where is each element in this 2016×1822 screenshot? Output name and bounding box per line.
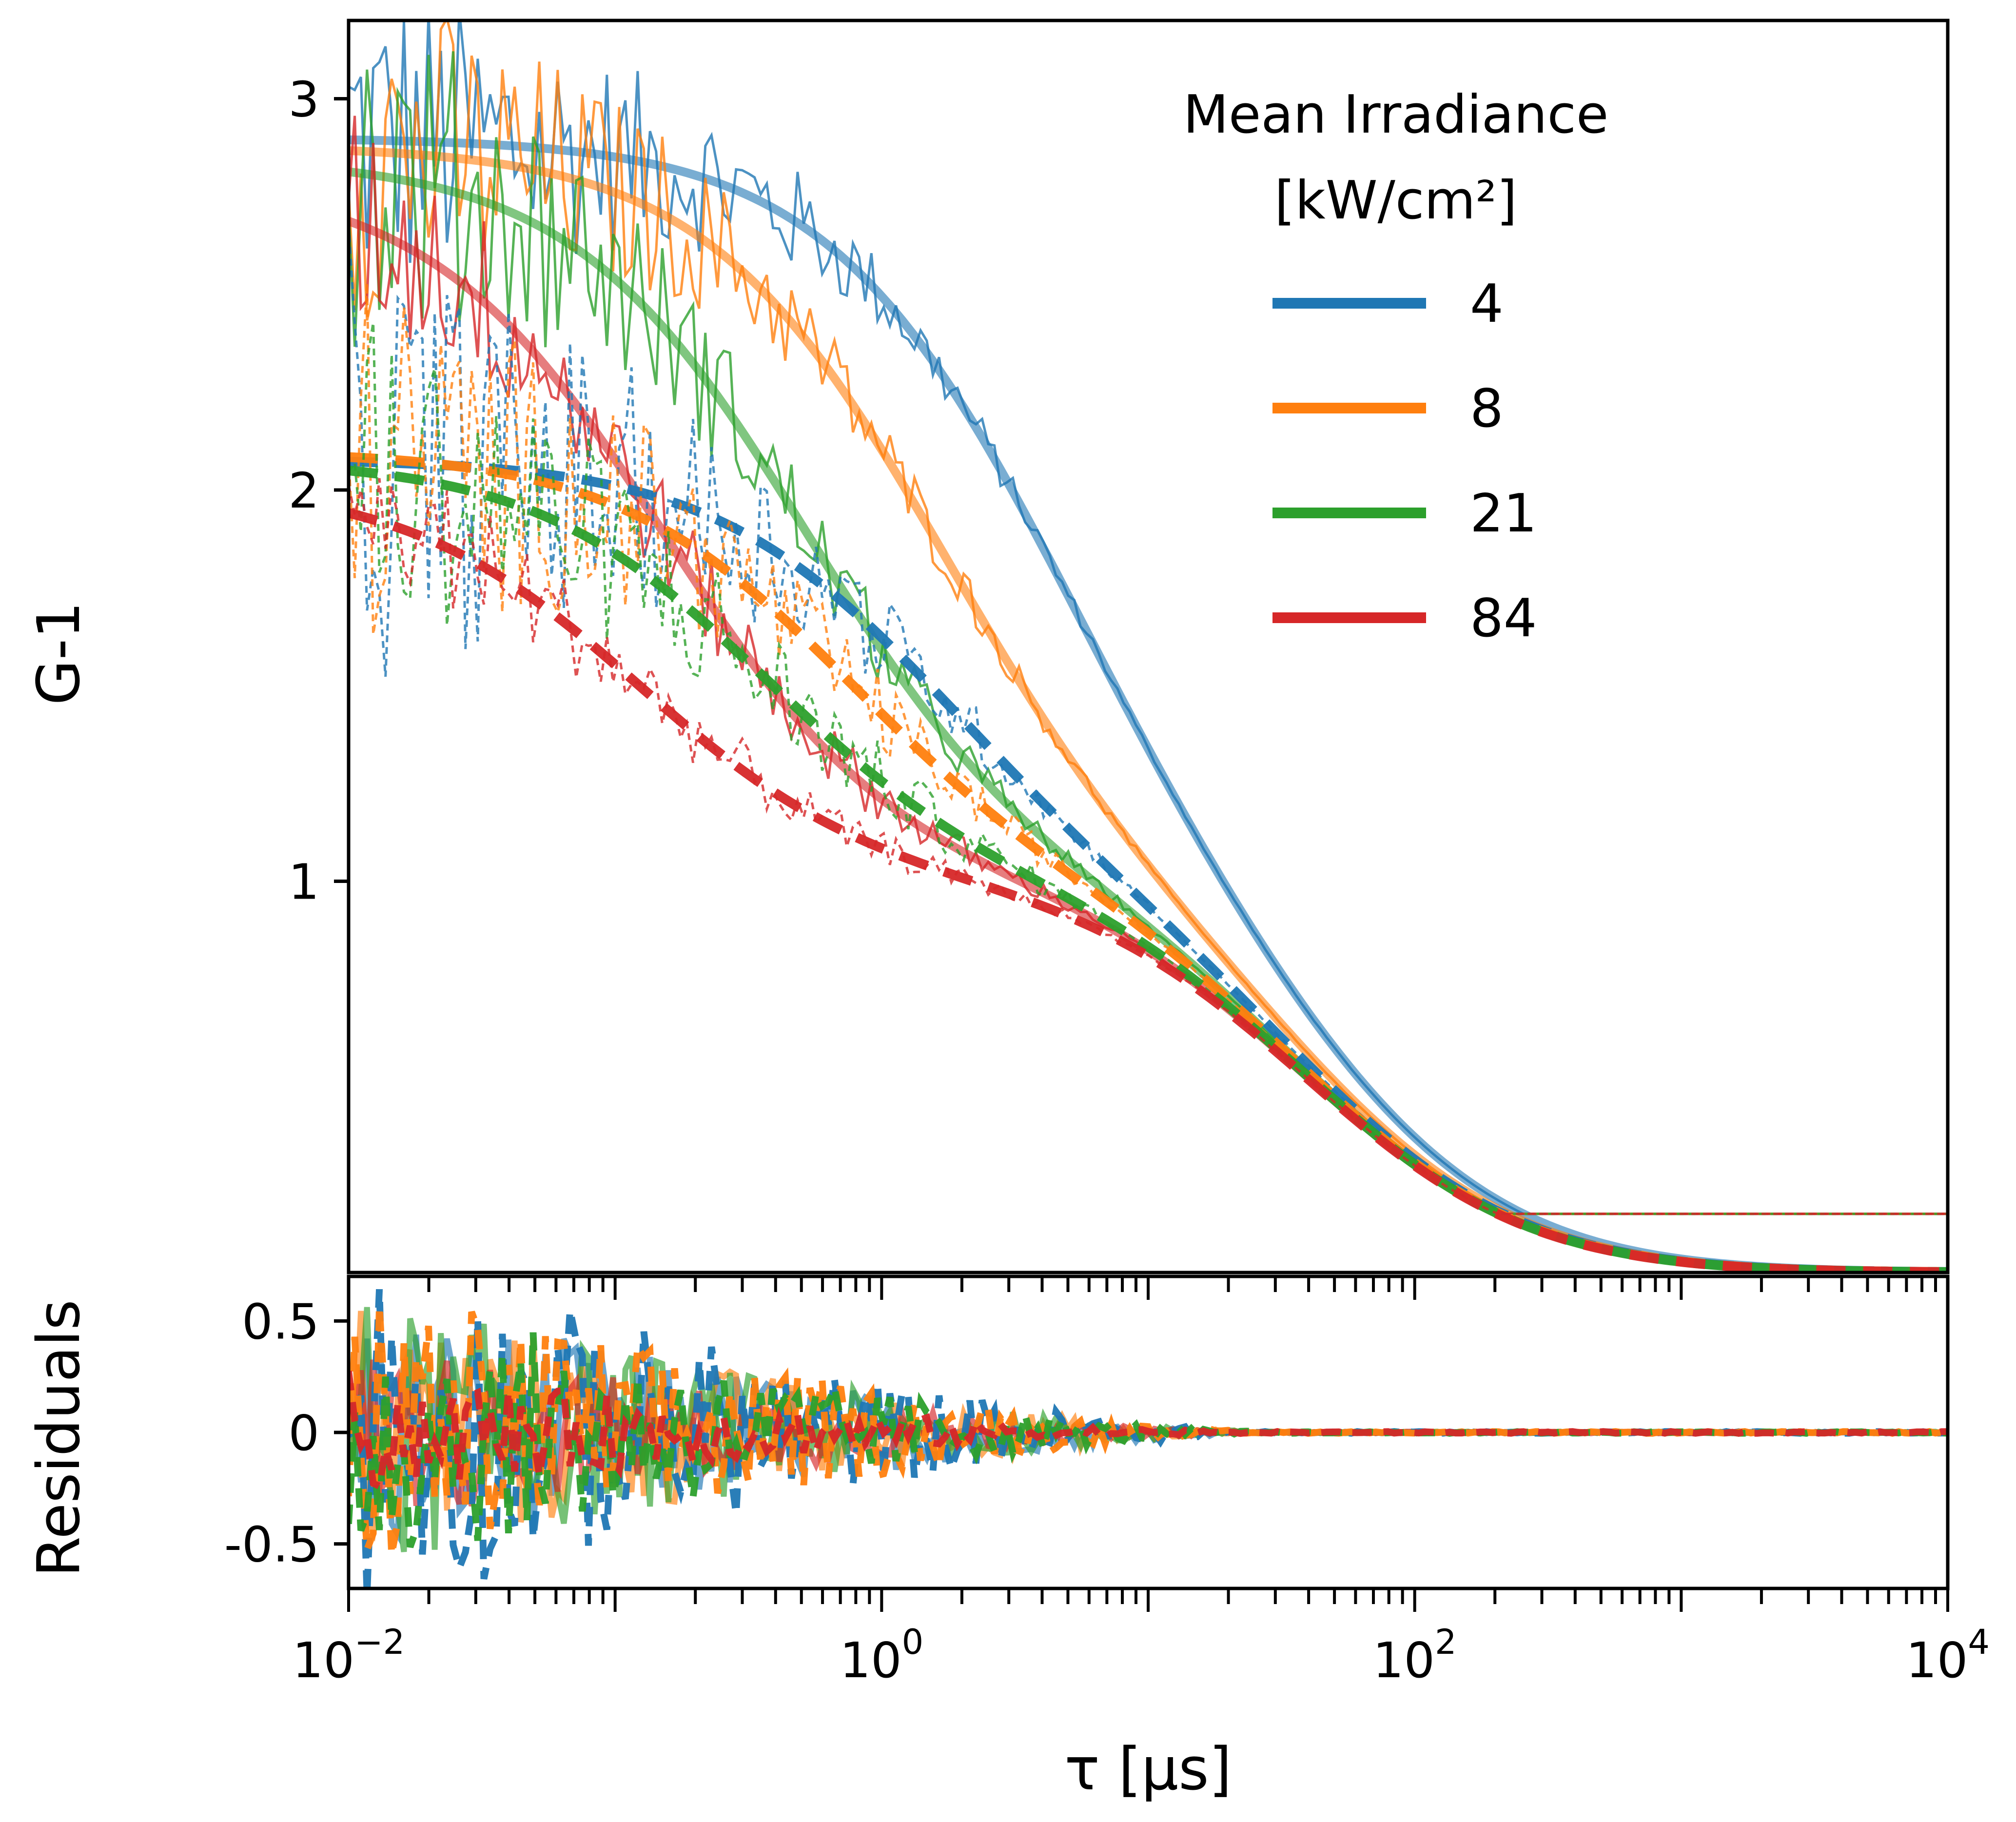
residuals-y-axis: 0.5 0 -0.5 [224,1293,349,1573]
legend-title-line1: Mean Irradiance [1183,84,1609,145]
fit-line-84-dashed [349,508,1948,1273]
x-axis: 10−2 100 102 104 [293,1276,1990,1689]
fit-line-21-dashed [349,466,1948,1273]
main-plot-frame [347,19,1950,1274]
legend-label-21: 21 [1470,483,1537,544]
residual-line-84-dashed [349,1371,1948,1492]
residual-series-group [349,1289,1948,1588]
main-y-axis: 1 2 3 [288,71,349,911]
residuals-y-axis-label: Residuals [25,1299,93,1577]
main-y-tick-label: 3 [288,71,319,128]
legend-label-4: 4 [1470,274,1504,334]
main-y-tick-label: 2 [288,462,319,519]
x-axis-label: τ [μs] [1065,1736,1232,1803]
residual-y-tick-label: 0.5 [242,1293,319,1350]
main-series-group [349,20,1948,1273]
raw-data-line-84-dashed [349,478,1948,1215]
legend: Mean Irradiance [kW/cm²] 4 8 21 84 [1183,84,1609,649]
legend-label-8: 8 [1470,378,1504,439]
residual-y-tick-label: 0 [288,1405,319,1462]
residual-y-tick-label: -0.5 [224,1516,319,1573]
main-plot-panel: 1 2 3 G-1 [25,19,1950,1274]
legend-entries: 4 8 21 84 [1272,274,1537,649]
residuals-plot-panel: 0.5 0 -0.5 10−2 100 102 104 Residuals τ [μs] [25,1274,1990,1803]
legend-label-84: 84 [1470,588,1537,649]
legend-title-line2: [kW/cm²] [1274,170,1517,231]
main-y-tick-label: 1 [288,854,319,911]
main-y-axis-label: G-1 [25,602,93,705]
